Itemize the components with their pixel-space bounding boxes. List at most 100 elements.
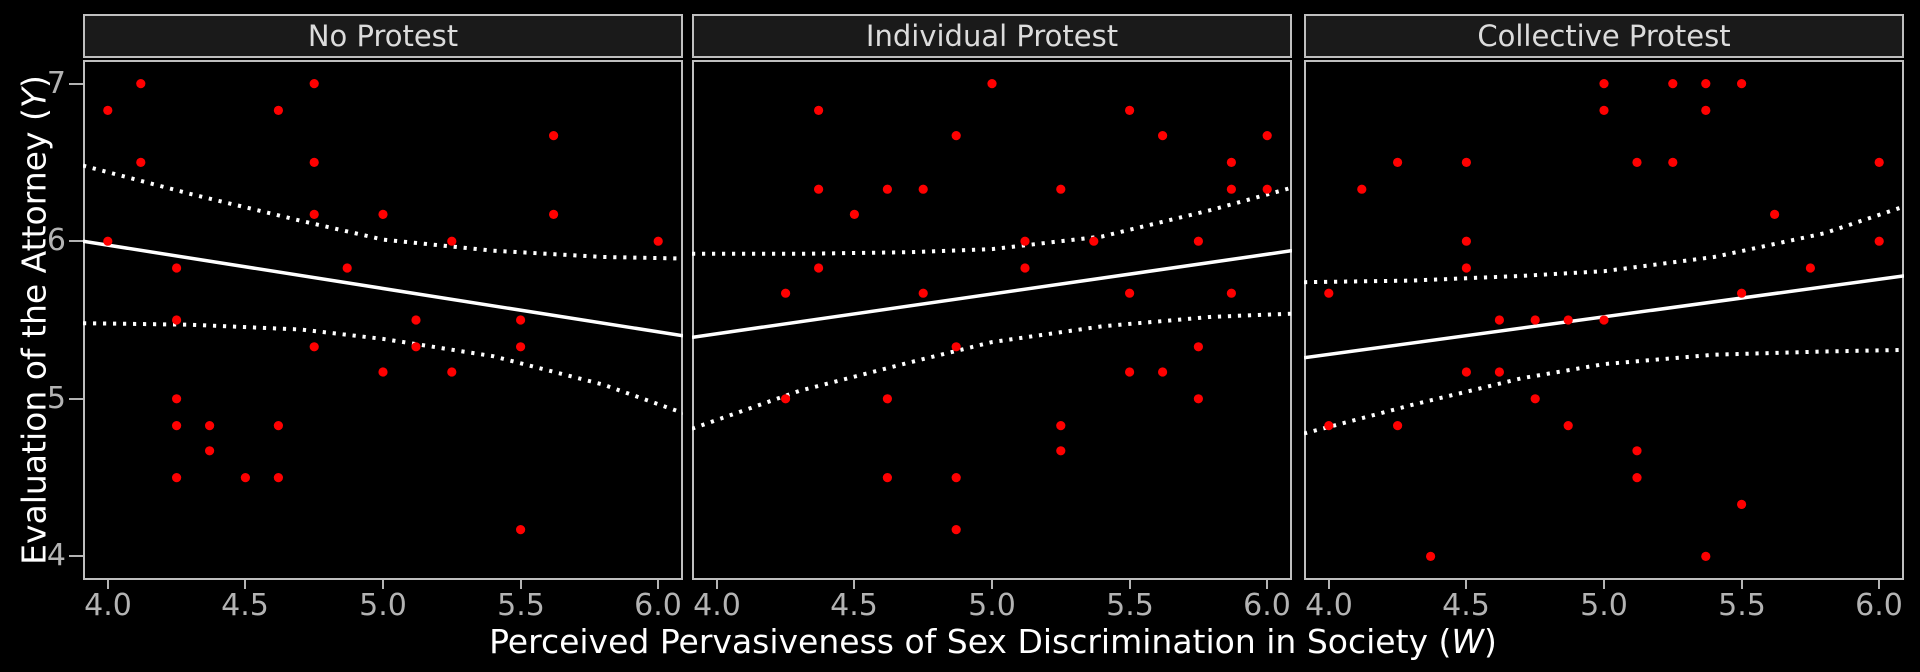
data-point [1563, 421, 1573, 431]
data-point [1193, 236, 1203, 246]
x-tick-label: 6.0 [634, 588, 682, 623]
scatter-plot-svg [692, 79, 1292, 535]
data-point [549, 131, 559, 141]
data-point [1158, 131, 1168, 141]
x-tick-label: 4.0 [84, 588, 132, 623]
data-point [309, 157, 319, 167]
y-axis-title-text: Evaluation of the Attorney ( [14, 108, 54, 565]
data-point [1668, 79, 1678, 89]
data-point [103, 236, 113, 246]
x-tick-label: 5.5 [1106, 588, 1154, 623]
y-axis-title-text: ) [14, 75, 54, 88]
data-point [882, 184, 892, 194]
data-point [1020, 236, 1030, 246]
data-point [1805, 263, 1815, 273]
data-point [781, 394, 791, 404]
data-point [516, 315, 526, 325]
data-point [411, 342, 421, 352]
data-point [172, 421, 182, 431]
data-point [1632, 473, 1642, 483]
data-point [378, 209, 388, 219]
x-tick-mark [1878, 580, 1880, 589]
data-point [814, 105, 824, 115]
x-tick-mark [1266, 580, 1268, 589]
data-point [1125, 105, 1135, 115]
data-point [309, 209, 319, 219]
data-point [781, 288, 791, 298]
data-point [240, 473, 250, 483]
data-point [951, 131, 961, 141]
x-tick-mark [1328, 580, 1330, 589]
data-point [1461, 157, 1471, 167]
data-point [1770, 209, 1780, 219]
confidence-band-lower [83, 321, 683, 415]
data-point [1158, 367, 1168, 377]
data-point [516, 342, 526, 352]
data-point [1737, 288, 1747, 298]
x-tick-label: 6.0 [1243, 588, 1291, 623]
data-point [447, 236, 457, 246]
data-point [1632, 157, 1642, 167]
y-tick-mark [69, 83, 83, 85]
data-point [1701, 551, 1711, 561]
data-point [1874, 236, 1884, 246]
y-tick-label: 4 [46, 538, 66, 573]
y-axis-title: Evaluation of the Attorney (Y) [15, 75, 54, 565]
data-point [1125, 367, 1135, 377]
y-tick-label: 5 [46, 381, 66, 416]
data-point [273, 105, 283, 115]
data-point [1461, 367, 1471, 377]
scatter-plot-svg [83, 79, 683, 535]
data-point [951, 473, 961, 483]
confidence-band-upper [692, 185, 1292, 256]
x-tick-mark [244, 580, 246, 589]
data-point [918, 184, 928, 194]
data-point [1701, 105, 1711, 115]
x-tick-mark [1129, 580, 1131, 589]
data-point [1461, 263, 1471, 273]
data-point [1563, 315, 1573, 325]
data-point [918, 288, 928, 298]
data-point [1324, 288, 1334, 298]
data-point [1262, 184, 1272, 194]
x-tick-label: 5.5 [497, 588, 545, 623]
regression-line [692, 248, 1292, 340]
data-point [136, 157, 146, 167]
facet-strip-label: Collective Protest [1477, 18, 1731, 53]
data-point [1530, 315, 1540, 325]
data-point [447, 367, 457, 377]
data-point [342, 263, 352, 273]
data-point [273, 421, 283, 431]
data-point [1494, 367, 1504, 377]
data-point [378, 367, 388, 377]
data-point [1632, 446, 1642, 456]
x-tick-mark [657, 580, 659, 589]
data-point [1357, 184, 1367, 194]
x-tick-label: 4.0 [693, 588, 741, 623]
y-tick-label: 7 [46, 66, 66, 101]
data-point [1020, 263, 1030, 273]
data-point [1393, 421, 1403, 431]
y-axis-title-variable: Y [14, 87, 54, 109]
data-point [1393, 157, 1403, 167]
data-point [309, 79, 319, 89]
data-point [1426, 551, 1436, 561]
data-point [549, 209, 559, 219]
x-tick-label: 5.5 [1718, 588, 1766, 623]
data-point [273, 473, 283, 483]
confidence-band-lower [1304, 347, 1904, 436]
data-point [1599, 79, 1609, 89]
confidence-band-upper [83, 163, 683, 261]
data-point [951, 342, 961, 352]
x-tick-label: 4.0 [1305, 588, 1353, 623]
x-tick-label: 5.0 [1580, 588, 1628, 623]
data-point [1226, 184, 1236, 194]
facet-strip-0: No Protest [83, 14, 683, 58]
data-point [1262, 131, 1272, 141]
facet-strip-2: Collective Protest [1304, 14, 1904, 58]
data-point [1324, 421, 1334, 431]
y-tick-label: 6 [46, 223, 66, 258]
x-tick-mark [107, 580, 109, 589]
data-point [653, 236, 663, 246]
data-point [1874, 157, 1884, 167]
